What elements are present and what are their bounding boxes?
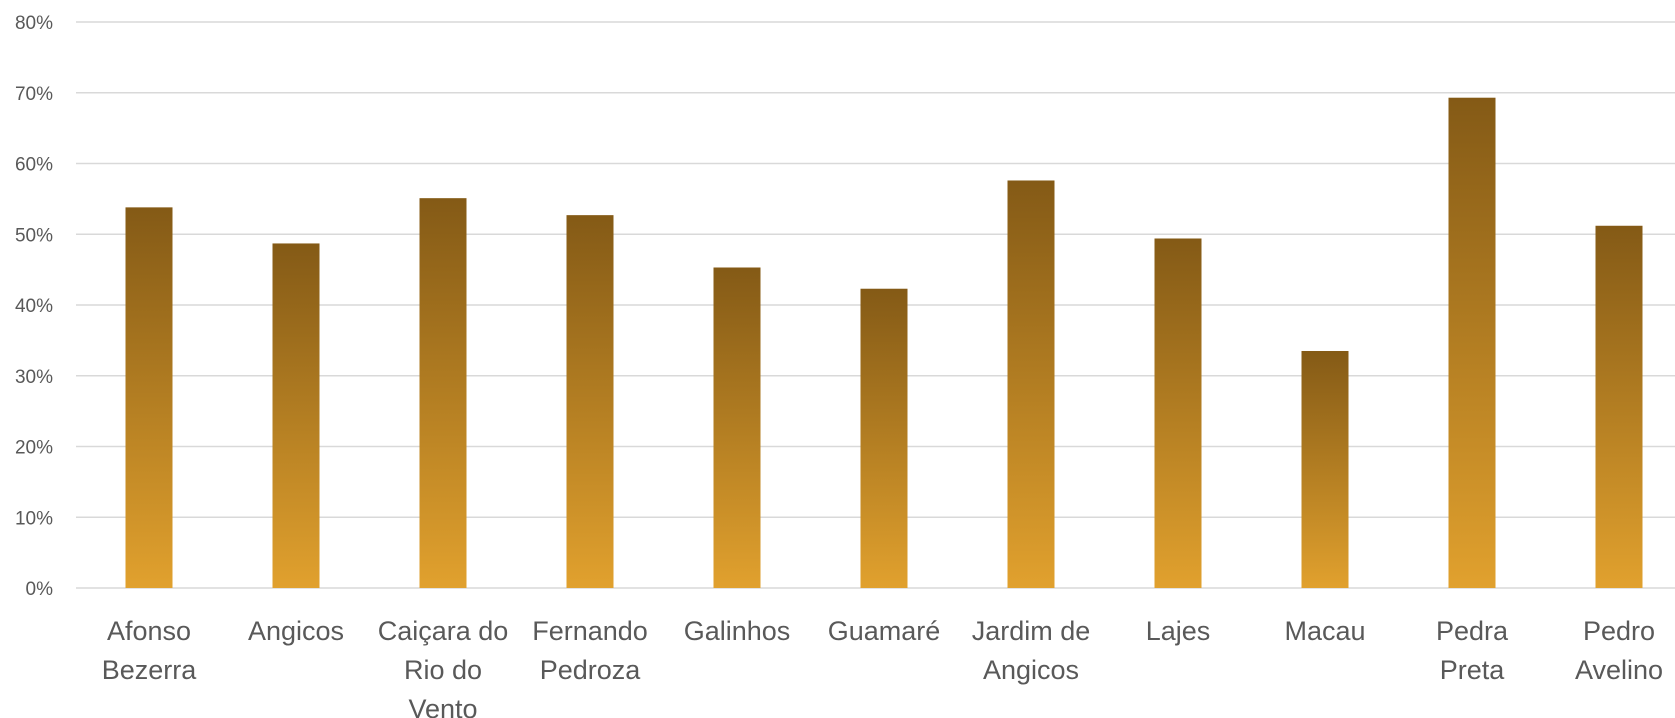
bar <box>1448 97 1496 588</box>
x-category-label-line: Rio do <box>404 655 482 685</box>
x-category-label: Pedra Preta <box>1436 616 1509 685</box>
bar <box>1595 225 1643 588</box>
x-category-label-line: Afonso <box>107 616 191 646</box>
x-category-label-line: Pedroza <box>540 655 642 685</box>
bar <box>1301 350 1349 588</box>
x-category-label-line: Bezerra <box>102 655 198 685</box>
y-axis-ticks: 0% 10% 20% 30% 40% 50% 60% 70% 80% <box>15 13 53 600</box>
x-category-label-line: Caiçara do <box>378 616 509 646</box>
y-tick-label: 60% <box>15 155 53 176</box>
x-category-label-line: Vento <box>408 694 477 718</box>
x-category-label-line: Fernando <box>532 616 648 646</box>
x-category-label-line: Angicos <box>983 655 1079 685</box>
bar <box>1154 238 1202 588</box>
x-category-label-line: Avelino <box>1575 655 1663 685</box>
x-category-label: Galinhos <box>684 616 791 646</box>
x-category-label-line: Pedra <box>1436 616 1509 646</box>
y-tick-label: 0% <box>26 579 54 600</box>
x-category-label: Pedro Avelino <box>1575 616 1663 685</box>
bar <box>566 215 614 588</box>
x-category-label: Caiçara do Rio do Vento <box>378 616 509 718</box>
bar <box>272 243 320 588</box>
x-category-label-line: Lajes <box>1146 616 1211 646</box>
x-category-label: Afonso Bezerra <box>102 616 198 685</box>
x-category-label-line: Galinhos <box>684 616 791 646</box>
y-tick-label: 50% <box>15 225 53 246</box>
bar <box>419 198 467 589</box>
bar <box>860 288 908 588</box>
bar <box>125 207 173 589</box>
x-category-label: Macau <box>1284 616 1365 646</box>
bar <box>1007 180 1055 589</box>
x-category-label: Jardim de Angicos <box>972 616 1091 685</box>
x-category-label-line: Pedro <box>1583 616 1655 646</box>
x-category-label: Guamaré <box>828 616 941 646</box>
y-tick-label: 40% <box>15 296 53 317</box>
bar <box>713 267 761 588</box>
x-axis-labels: Afonso Bezerra Angicos Caiçara do Rio do Vent… <box>102 616 1663 718</box>
x-category-label-line: Angicos <box>248 616 344 646</box>
y-tick-label: 30% <box>15 367 53 388</box>
y-tick-label: 80% <box>15 13 53 34</box>
y-tick-label: 10% <box>15 508 53 529</box>
x-category-label-line: Preta <box>1440 655 1506 685</box>
y-tick-label: 20% <box>15 438 53 459</box>
x-category-label: Lajes <box>1146 616 1211 646</box>
x-category-label-line: Jardim de <box>972 616 1091 646</box>
x-category-label: Fernando Pedroza <box>532 616 648 685</box>
x-category-label-line: Guamaré <box>828 616 941 646</box>
bars <box>125 97 1643 589</box>
x-category-label: Angicos <box>248 616 344 646</box>
x-category-label-line: Macau <box>1284 616 1365 646</box>
y-tick-label: 70% <box>15 84 53 105</box>
